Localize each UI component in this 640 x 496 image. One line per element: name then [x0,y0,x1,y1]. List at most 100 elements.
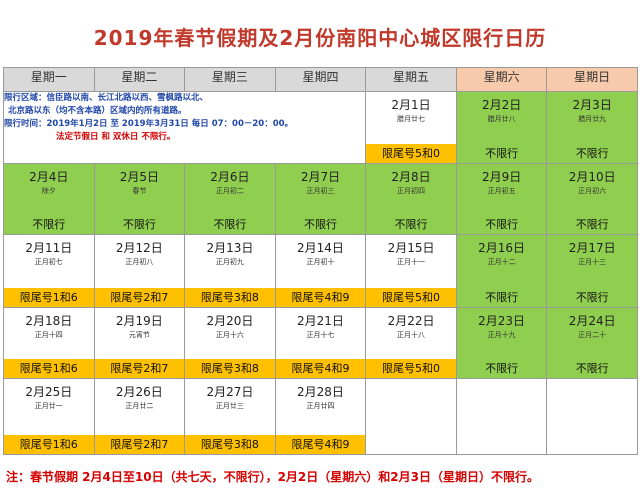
day-cell-feb15: 2月15日 正月十一 限尾号5和0 [365,234,457,308]
restriction-info: 限行区域：信臣路以南、长江北路以西、雪枫路以北、 北京路以东（均不含本路）区域内… [2,91,367,164]
day-rule: 限尾号1和6 [4,435,94,454]
day-cell-feb22: 2月22日 正月十八 限尾号5和0 [365,307,457,379]
day-date: 2月2日 [481,98,522,112]
day-date: 2月23日 [478,314,526,328]
day-cell-feb24: 2月24日 正月二十 不限行 [546,307,638,379]
weekday-mon: 星期一 [3,67,95,92]
day-rule: 不限行 [575,291,609,304]
weekday-fri: 星期五 [365,67,457,92]
day-cell-feb5: 2月5日 春节 不限行 [93,163,186,235]
week-row-3: 2月11日 正月初七 限尾号1和6 2月12日 正月初八 限尾号2和7 2月13… [3,234,638,308]
day-date: 2月24日 [568,314,616,328]
day-lunar: 正月廿二 [125,402,154,410]
day-rule: 限尾号4和9 [275,288,366,307]
day-lunar: 元宵节 [128,331,150,339]
day-date: 2月19日 [115,314,163,328]
day-lunar: 正月十六 [215,331,244,339]
day-lunar: 正月初四 [397,187,426,195]
day-date: 2月1日 [391,98,431,112]
day-lunar: 正月初五 [487,187,516,195]
week-row-4: 2月18日 正月十四 限尾号1和6 2月19日 元宵节 限尾号2和7 2月20日… [3,307,638,379]
day-cell-feb9: 2月9日 正月初五 不限行 [455,163,548,235]
day-lunar: 正月廿一 [34,402,63,410]
info-area-line2: 北京路以东（均不含本路）区域内的所有道路。 [8,106,187,116]
day-lunar: 正月初二 [215,187,244,195]
day-rule: 不限行 [575,147,609,160]
day-date: 2月9日 [481,170,522,184]
day-date: 2月12日 [115,241,163,255]
day-date: 2月8日 [391,170,431,184]
day-cell-feb3: 2月3日 腊月廿九 不限行 [546,91,638,164]
day-cell-feb17: 2月17日 正月十三 不限行 [546,234,638,308]
day-lunar: 正月十八 [397,331,426,339]
day-rule: 不限行 [213,218,247,231]
day-rule: 限尾号2和7 [94,359,185,378]
day-date: 2月27日 [206,385,254,399]
day-date: 2月6日 [210,170,250,184]
day-cell-feb2: 2月2日 腊月廿八 不限行 [455,91,548,164]
day-lunar: 正月十九 [487,331,516,339]
week-row-5: 2月25日 正月廿一 限尾号1和6 2月26日 正月廿二 限尾号2和7 2月27… [3,378,638,455]
day-rule: 限尾号4和9 [275,435,366,454]
day-rule: 限尾号2和7 [94,435,185,454]
day-lunar: 腊月廿八 [487,115,516,123]
day-rule: 不限行 [485,362,519,375]
day-cell-feb27: 2月27日 正月廿三 限尾号3和8 [184,378,276,455]
day-cell-feb12: 2月12日 正月初八 限尾号2和7 [93,234,186,308]
info-area-line1: 限行区域：信臣路以南、长江北路以西、雪枫路以北、 [4,93,209,103]
day-rule: 不限行 [485,218,519,231]
day-lunar: 正月初九 [215,258,244,266]
weekday-sun: 星期日 [546,67,638,92]
weekday-wed: 星期三 [184,67,276,92]
day-date: 2月14日 [297,241,344,255]
day-lunar: 正月初十 [306,258,335,266]
day-date: 2月4日 [29,170,69,184]
weekday-tue: 星期二 [93,67,186,92]
empty-cell [365,378,457,455]
footnote: 注：春节假期 2月4日至10日（共七天，不限行），2月2日（星期六）和2月3日（… [6,470,539,484]
day-cell-feb14: 2月14日 正月初十 限尾号4和9 [274,234,367,308]
day-cell-feb21: 2月21日 正月十七 限尾号4和9 [274,307,367,379]
day-rule: 不限行 [575,218,609,231]
day-cell-feb11: 2月11日 正月初七 限尾号1和6 [3,234,95,308]
day-lunar: 除夕 [41,187,56,195]
weekday-header-row: 星期一 星期二 星期三 星期四 星期五 星期六 星期日 [3,67,638,92]
day-lunar: 春节 [132,187,147,195]
day-cell-feb23: 2月23日 正月十九 不限行 [455,307,548,379]
day-lunar: 正月初七 [34,258,63,266]
day-rule: 限尾号5和0 [366,359,456,378]
day-cell-feb16: 2月16日 正月十二 不限行 [455,234,548,308]
day-lunar: 正月十一 [397,258,426,266]
calendar-table: 星期一 星期二 星期三 星期四 星期五 星期六 星期日 限行区域：信臣路以南、长… [2,67,638,455]
week-row-2: 2月4日 除夕 不限行 2月5日 春节 不限行 2月6日 正月初二 不限行 2月… [3,163,638,235]
weekday-sat: 星期六 [455,67,548,92]
day-cell-feb19: 2月19日 元宵节 限尾号2和7 [93,307,186,379]
day-lunar: 正月廿四 [306,402,335,410]
day-cell-feb13: 2月13日 正月初九 限尾号3和8 [184,234,276,308]
day-cell-feb1: 2月1日 腊月廿七 限尾号5和0 [365,91,457,164]
day-rule: 限尾号5和0 [366,288,456,307]
day-cell-feb8: 2月8日 正月初四 不限行 [365,163,457,235]
day-date: 2月21日 [297,314,344,328]
day-date: 2月25日 [25,385,73,399]
info-time-line: 限行时间：2019年1月2日 至 2019年3月31日 每日 07：00－20：… [4,119,294,129]
weekday-thu: 星期四 [274,67,367,92]
day-rule: 不限行 [32,218,66,231]
day-cell-feb7: 2月7日 正月初三 不限行 [274,163,367,235]
day-date: 2月28日 [297,385,344,399]
day-date: 2月16日 [478,241,526,255]
day-cell-feb10: 2月10日 正月初六 不限行 [546,163,638,235]
day-date: 2月10日 [568,170,616,184]
day-cell-feb26: 2月26日 正月廿二 限尾号2和7 [93,378,186,455]
day-date: 2月15日 [387,241,435,255]
day-rule: 限尾号1和6 [4,359,94,378]
info-exempt-line: 法定节假日 和 双休日 不限行。 [56,132,176,142]
day-rule: 限尾号3和8 [185,359,275,378]
day-cell-feb6: 2月6日 正月初二 不限行 [184,163,276,235]
day-rule: 限尾号3和8 [185,288,275,307]
day-lunar: 正月十七 [306,331,335,339]
day-date: 2月13日 [206,241,254,255]
page-title: 2019年春节假期及2月份南阳中心城区限行日历 [93,26,547,50]
day-lunar: 腊月廿七 [397,115,426,123]
day-rule: 不限行 [485,291,519,304]
